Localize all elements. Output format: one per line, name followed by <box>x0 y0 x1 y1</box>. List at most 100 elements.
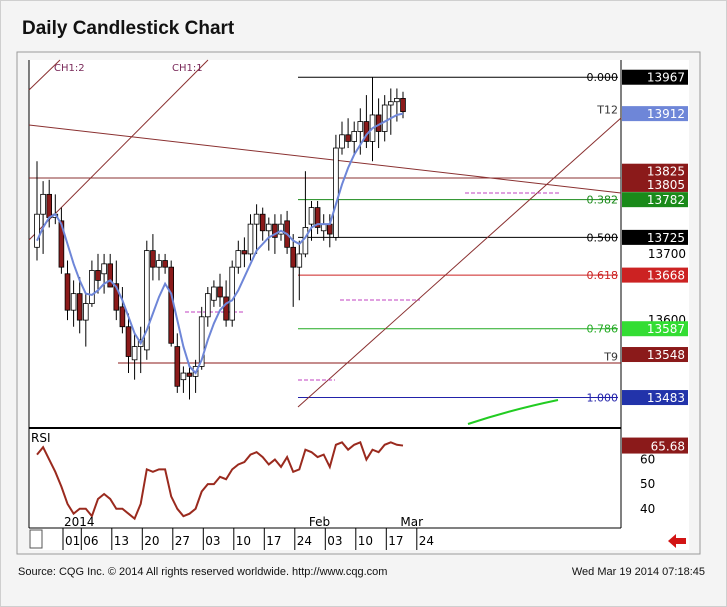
candle-body <box>119 306 126 328</box>
candle-body <box>180 372 187 381</box>
candle-body <box>308 207 315 225</box>
x-month-label: Feb <box>309 515 330 529</box>
channel-line-2 <box>28 59 61 91</box>
candle-body <box>211 286 217 301</box>
price-tag-text: 13967 <box>647 71 685 85</box>
price-tag-text: 13782 <box>647 193 685 207</box>
candle-body <box>46 193 52 218</box>
rsi-value-tag-text: 65.68 <box>651 440 685 454</box>
candle-body <box>204 293 211 318</box>
candle-body <box>125 326 132 357</box>
candle-body <box>296 253 303 268</box>
candle-body <box>217 286 223 298</box>
candle-body <box>314 207 321 228</box>
candle-body <box>265 223 272 232</box>
candle-body <box>278 223 284 235</box>
x-axis-strip <box>29 528 689 550</box>
price-tag <box>622 347 688 363</box>
fib-level-label: 0.382 <box>587 194 619 207</box>
candle-body <box>150 250 156 268</box>
price-panel <box>29 60 621 428</box>
candle-body <box>333 147 339 238</box>
candle-body <box>351 131 357 142</box>
page-title: Daily Candlestick Chart <box>22 18 235 39</box>
price-tag <box>622 106 688 122</box>
timestamp: Wed Mar 19 2014 07:18:45 <box>571 566 705 578</box>
price-tag <box>622 390 688 406</box>
fib-level-label: 0.618 <box>587 269 619 282</box>
price-tag-text: 13725 <box>647 231 685 245</box>
chart-border <box>16 51 701 555</box>
candle-body <box>229 266 236 321</box>
x-tick-label: 10 <box>236 534 251 548</box>
candle-body <box>76 293 83 321</box>
candle-body <box>223 296 229 321</box>
candle-body <box>95 270 101 281</box>
candle-body <box>83 303 89 321</box>
rsi-line <box>36 440 404 521</box>
candle-body <box>34 213 40 248</box>
channel-label: CH1:2 <box>54 63 85 74</box>
marker-label: T12 <box>596 104 618 117</box>
x-tick-label: 24 <box>419 534 434 548</box>
price-tag <box>622 192 688 208</box>
candle-body <box>156 260 162 268</box>
price-tag-text: 13587 <box>647 322 685 336</box>
fib-level-label: 0.786 <box>587 323 619 336</box>
candle-body <box>174 346 181 387</box>
candle-body <box>131 346 138 361</box>
candle-body <box>253 213 260 225</box>
price-tick-label: 13700 <box>648 247 686 261</box>
candle-body <box>58 220 65 268</box>
price-tag <box>622 69 688 85</box>
fib-level-label: 0.500 <box>587 231 619 244</box>
candle-body <box>241 250 248 255</box>
x-tick-label: 17 <box>266 534 281 548</box>
x-year-label: 2014 <box>64 515 95 529</box>
candle-body <box>290 246 296 268</box>
candle-body <box>40 193 46 215</box>
candle-body <box>89 270 95 304</box>
candle-body <box>302 227 309 255</box>
candle-body <box>357 121 364 132</box>
candle-body <box>387 101 394 106</box>
price-tag-text: 13483 <box>647 391 685 405</box>
candle-body <box>381 104 388 132</box>
price-tag-text: 13912 <box>647 107 685 121</box>
scroll-right-arrow-icon[interactable] <box>668 534 686 548</box>
scroll-box[interactable] <box>29 529 43 549</box>
candle-body <box>272 223 278 238</box>
x-tick-label: 06 <box>83 534 98 548</box>
rsi-panel <box>29 428 621 528</box>
candle-body <box>326 223 333 235</box>
candle-body <box>235 250 242 268</box>
candle-body <box>162 260 168 268</box>
channel-line-1 <box>28 59 209 241</box>
price-tag-text: 13825 <box>647 165 685 179</box>
candle-body <box>345 134 351 142</box>
x-tick-label: 20 <box>144 534 159 548</box>
price-tag <box>622 176 688 192</box>
fib-level-label: 1.000 <box>587 392 619 405</box>
x-tick-label: 03 <box>327 534 342 548</box>
rsi-tick-label: 50 <box>640 477 655 491</box>
x-month-label: Mar <box>400 515 423 529</box>
candle-body <box>113 283 120 311</box>
x-tick-label: 17 <box>388 534 403 548</box>
x-tick-label: 10 <box>358 534 373 548</box>
candle-body <box>247 223 254 255</box>
candle-body <box>143 250 150 351</box>
x-tick-label: 01 <box>65 534 80 548</box>
uptrend-channel-line <box>297 117 622 408</box>
x-tick-label: 13 <box>114 534 129 548</box>
candle-body <box>101 263 107 275</box>
candle-body <box>259 213 266 232</box>
price-tag <box>622 321 688 337</box>
x-tick-label: 27 <box>175 534 190 548</box>
rsi-tick-label: 60 <box>640 453 655 467</box>
rsi-tick-label: 40 <box>640 502 655 516</box>
moving-average-line <box>36 112 404 375</box>
candle-body <box>107 263 114 288</box>
price-tag-text: 13668 <box>647 269 685 283</box>
price-tag <box>622 163 688 179</box>
